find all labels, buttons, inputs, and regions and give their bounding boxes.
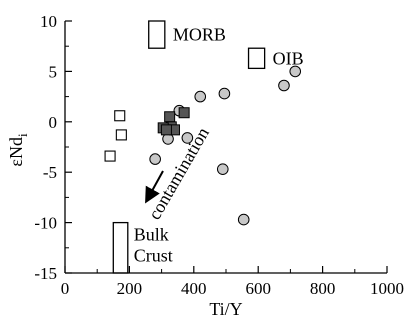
x-tick-label: 0 (61, 279, 70, 298)
data-point-circle (289, 65, 302, 78)
data-point-circle (194, 90, 207, 103)
data-point-filled-square (160, 124, 172, 136)
data-point-filled-square (178, 107, 190, 119)
y-tick-label: -10 (34, 214, 57, 233)
data-point-circle (237, 213, 250, 226)
x-tick-label: 400 (181, 279, 207, 298)
field-box (112, 221, 129, 274)
data-point-circle (218, 87, 231, 100)
data-point-circle (278, 79, 290, 92)
field-box (247, 47, 266, 70)
data-points (104, 65, 302, 226)
field-label: OIB (273, 48, 304, 68)
field-box (148, 20, 166, 49)
x-tick-label: 200 (117, 279, 143, 298)
data-point-open-square (115, 129, 127, 141)
axes: 0 200 400 600 800 1000 10 5 0 -5 -10 -15 (34, 12, 404, 298)
x-axis-title: Ti/Y (209, 299, 242, 319)
field-label: MORB (173, 25, 226, 45)
y-tick-label: -5 (43, 163, 57, 182)
y-tick-label: 10 (40, 12, 57, 31)
data-point-open-square (104, 150, 116, 162)
data-point-circle (181, 132, 194, 144)
data-point-circle (216, 163, 229, 175)
contamination-label: contamination (144, 124, 213, 223)
y-axis-title: εNdi (6, 133, 30, 167)
y-tick-label: -15 (34, 264, 57, 283)
data-point-circle (149, 153, 161, 165)
contamination-arrow (145, 170, 164, 204)
data-point-open-square (114, 110, 126, 122)
data-point-filled-square (164, 111, 176, 123)
x-tick-label: 800 (310, 279, 336, 298)
field-label: Crust (134, 246, 173, 266)
x-tick-label: 600 (245, 279, 271, 298)
annotations: contamination (144, 124, 213, 223)
x-tick-label: 1000 (370, 279, 404, 298)
y-axis-subscript: i (15, 133, 30, 137)
field-label: Bulk (134, 225, 169, 245)
y-tick-label: 5 (49, 62, 58, 81)
y-tick-label: 0 (49, 113, 58, 132)
